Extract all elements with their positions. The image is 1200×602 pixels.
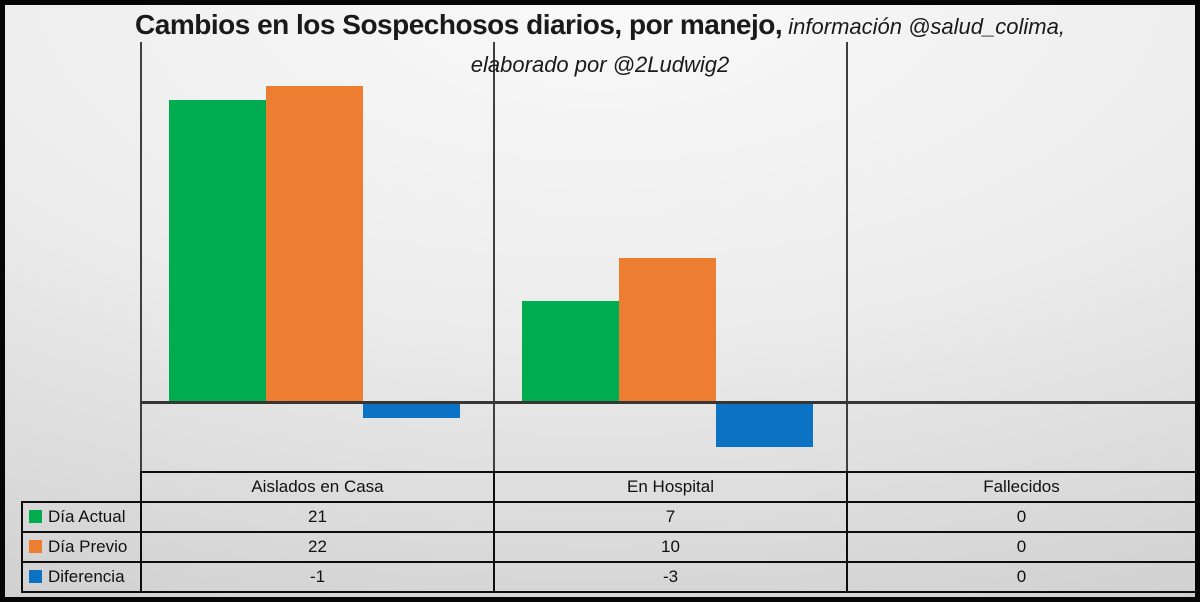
bar-día-actual-c1 <box>522 301 619 401</box>
value-cell: 0 <box>846 561 1197 593</box>
bar-día-actual-c0 <box>169 100 266 401</box>
value-cell: 7 <box>493 501 848 533</box>
bar-día-previo-c0 <box>266 86 363 401</box>
row-label-día-actual: Día Actual <box>21 501 142 533</box>
category-separator-line <box>493 42 495 471</box>
legend-swatch-icon <box>29 570 42 583</box>
table-row-día-previo: Día Previo 22 10 0 <box>21 531 1197 563</box>
row-label-día-previo: Día Previo <box>21 531 142 563</box>
category-separator-line <box>846 42 848 471</box>
chart-title: Cambios en los Sospechosos diarios, por … <box>0 9 1200 41</box>
value-cell: 0 <box>846 531 1197 563</box>
chart-subtitle: elaborado por @2Ludwig2 <box>470 52 730 77</box>
value-cell: -1 <box>140 561 495 593</box>
data-table-corner-cell <box>22 472 141 502</box>
row-label-diferencia: Diferencia <box>21 561 142 593</box>
value-cell: 21 <box>140 501 495 533</box>
bar-diferencia-c1 <box>716 404 813 447</box>
chart-title-source: información @salud_colima, <box>782 14 1065 39</box>
data-table: Aislados en Casa En Hospital Fallecidos Dí… <box>21 471 1197 593</box>
value-cell: 10 <box>493 531 848 563</box>
table-row-diferencia: Diferencia -1 -3 0 <box>21 561 1197 593</box>
value-cell: -3 <box>493 561 848 593</box>
chart-title-main: Cambios en los Sospechosos diarios, por … <box>135 9 783 40</box>
column-header-aislados-en-casa: Aislados en Casa <box>140 471 495 503</box>
value-cell: 0 <box>846 501 1197 533</box>
data-table-header-row: Aislados en Casa En Hospital Fallecidos <box>22 471 1197 503</box>
legend-swatch-icon <box>29 510 42 523</box>
column-header-fallecidos: Fallecidos <box>846 471 1197 503</box>
table-row-día-actual: Día Actual 21 7 0 <box>21 501 1197 533</box>
bar-diferencia-c0 <box>363 404 460 418</box>
zero-axis-line <box>140 401 1195 404</box>
column-header-en-hospital: En Hospital <box>493 471 848 503</box>
legend-swatch-icon <box>29 540 42 553</box>
value-cell: 22 <box>140 531 495 563</box>
y-axis-line <box>140 42 142 471</box>
bar-día-previo-c1 <box>619 258 716 401</box>
